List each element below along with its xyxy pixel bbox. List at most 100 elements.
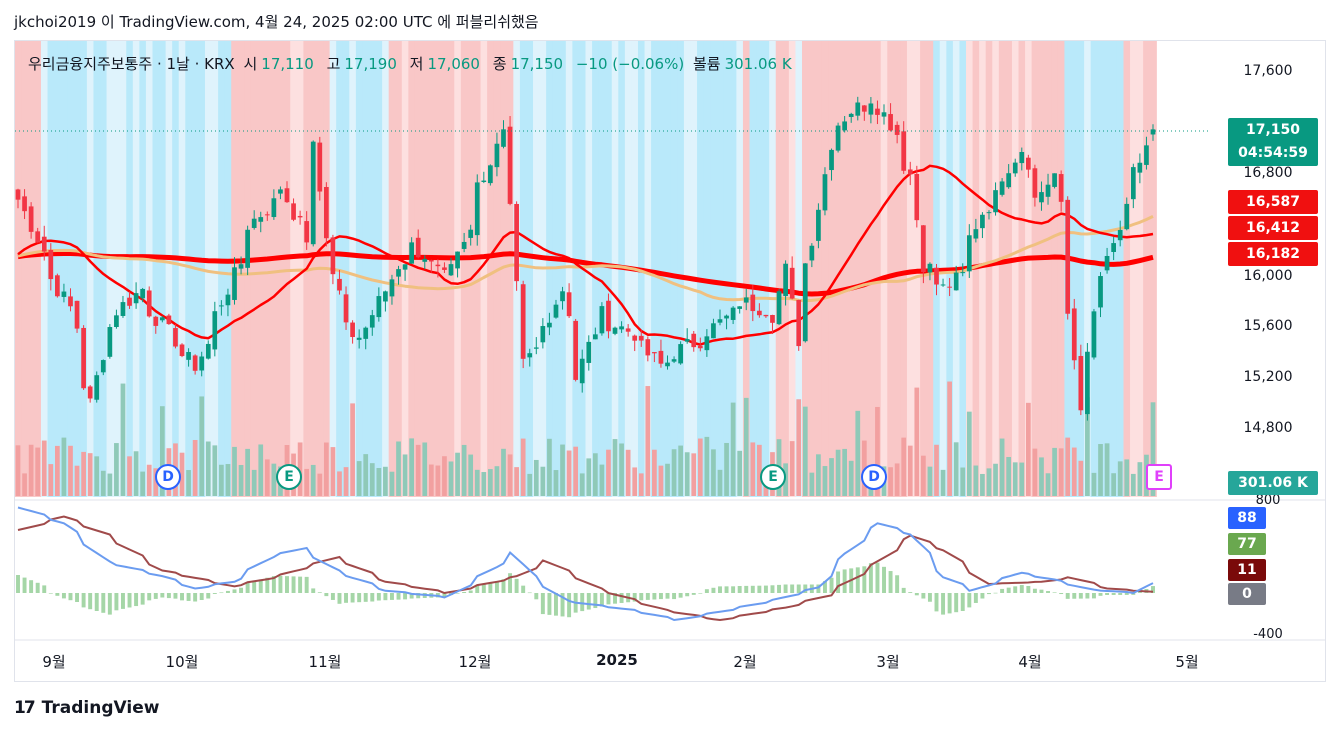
histogram-bar [1111,593,1116,595]
histogram-bar [914,593,919,596]
histogram-bar [1026,585,1031,593]
candle-body [993,190,998,213]
tradingview-logo[interactable]: 17 TradingView [14,698,160,718]
candle-body [442,267,447,270]
trend-band [1090,41,1098,497]
candle-body [553,304,559,318]
volume-bar [986,468,992,496]
trend-band [382,41,390,497]
candle-body [264,214,270,216]
histogram-bar [540,593,545,615]
histogram-bar [304,576,309,593]
candle-body [356,337,362,340]
candle-body [61,291,67,297]
histogram-bar [455,593,460,594]
candle-body [796,299,802,347]
candle-body [350,322,355,338]
earnings-marker[interactable]: E [760,464,786,490]
volume-bar [251,469,257,496]
symbol-name[interactable]: 우리금융지주보통주 · 1날 · KRX [28,55,235,73]
histogram-bar [547,593,552,615]
histogram-bar [324,593,329,597]
time-tick: 3월 [876,653,900,671]
volume-bar [973,465,979,496]
histogram-bar [94,593,99,611]
candle-body [474,182,480,236]
histogram-bar [737,586,742,593]
dividend-marker[interactable]: D [155,464,181,490]
histogram-bar [711,587,716,593]
histogram-bar [75,593,80,602]
candle-body [547,322,552,328]
volume-label: 볼륨 301.06 K [692,55,792,73]
candle-body [323,187,329,239]
volume-bar [796,399,802,496]
volume-bar [789,441,795,496]
candle-body [133,293,139,304]
candle-body [881,112,887,117]
trend-band [664,41,672,497]
volume-bar [501,448,506,496]
candle-body [652,352,657,354]
trend-band [119,41,127,497]
trend-band [1038,41,1046,497]
trend-band [985,41,993,497]
trend-band [152,41,160,497]
volume-bar [48,464,54,496]
histogram-bar [409,593,414,599]
candle-body [369,315,375,328]
histogram-bar [829,577,834,593]
candle-body [921,225,926,273]
dividend-marker[interactable]: D [861,464,887,490]
candle-body [1130,167,1136,200]
histogram-bar [678,593,683,598]
earnings-marker[interactable]: E [276,464,302,490]
osc-diff-tag: 11 [1228,559,1266,581]
time-tick: 5월 [1175,653,1199,671]
volume-bar [179,452,185,496]
candle-body [41,236,47,252]
volume-bar [737,450,743,496]
candle-body [520,284,526,359]
volume-bar [435,465,441,496]
candle-body [1052,173,1057,187]
histogram-bar [193,593,198,602]
trend-band [828,41,836,497]
volume-bar [1098,444,1103,496]
volume-bar [1006,456,1012,496]
volume-bar [455,452,460,496]
histogram-bar [134,593,139,607]
histogram-bar [317,592,322,593]
histogram-bar [271,576,276,593]
trend-band [1070,41,1079,497]
candles [15,96,1156,421]
trend-band [250,41,259,497]
volume-bar [645,386,651,496]
candle-body [1058,174,1064,202]
candle-body [573,320,579,380]
volume-bar [468,454,474,496]
volume-bar [192,439,198,496]
histogram-bar [586,593,591,610]
earnings-upcoming-marker[interactable]: E [1146,464,1172,490]
volume-bar [730,402,736,496]
candle-body [120,302,126,316]
candle-body [35,231,41,243]
histogram-bar [927,593,932,602]
last-price-value: 17,150 [1245,122,1301,138]
volume-bar [586,458,592,496]
volume-bar [343,467,349,496]
volume-bar [28,444,34,496]
volume-bar [619,443,624,496]
volume-bar [1091,472,1097,496]
trend-band [900,41,908,497]
volume-bar [1032,448,1038,496]
candle-body [711,323,716,339]
ma-mid-line [17,215,1154,303]
histogram-bar [311,588,316,593]
histogram-bar [1078,593,1083,599]
volume-bar [1065,437,1071,496]
ma1-tag: 16,587 [1228,190,1318,214]
candle-body [146,290,152,317]
